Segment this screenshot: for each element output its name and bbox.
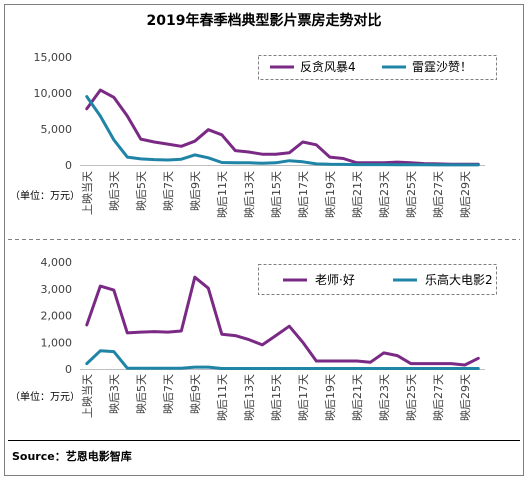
x-tick-label: 映后21天 (351, 374, 364, 421)
y-tick-label: 0 (65, 159, 72, 172)
x-tick-label: 上映当天 (80, 374, 94, 418)
y-tick-label: 2,000 (41, 310, 73, 323)
series-line-2 (85, 95, 480, 167)
x-tick-label: 映后17天 (297, 171, 310, 218)
unit-label-bottom: （单位：万元） (10, 390, 80, 403)
x-tick-label: 映后15天 (270, 171, 283, 218)
legend-label-2: 乐高大电影2 (425, 272, 493, 287)
x-tick-label: 映后23天 (378, 374, 391, 421)
x-tick-label: 映后23天 (378, 171, 391, 218)
y-tick-label: 0 (65, 363, 72, 376)
x-tick-label: 映后25天 (405, 374, 418, 421)
x-tick-label: 映后29天 (459, 171, 472, 218)
x-tick-label: 映后19天 (324, 171, 337, 218)
x-tick-label: 映后13天 (243, 374, 256, 421)
x-tick-label: 映后3天 (108, 374, 121, 414)
x-tick-label: 映后15天 (270, 374, 283, 421)
x-tick-label: 映后21天 (351, 171, 364, 218)
legend-label-2: 雷霆沙赞！ (412, 60, 472, 74)
legend-label-1: 老师·好 (315, 273, 355, 287)
x-tick-label: 映后17天 (297, 374, 310, 421)
legend-label-1: 反贪风暴4 (300, 59, 356, 74)
x-tick-label: 映后27天 (432, 171, 445, 218)
x-tick-label: 映后5天 (135, 171, 148, 211)
x-tick-label: 映后11天 (216, 374, 229, 421)
x-tick-label: 映后25天 (405, 171, 418, 218)
x-tick-label: 映后29天 (459, 374, 472, 421)
source-note: Source：艺恩电影智库 (12, 449, 132, 463)
series-line-1 (85, 88, 480, 166)
y-tick-label: 15,000 (34, 51, 73, 64)
x-tick-label: 映后9天 (189, 171, 202, 211)
x-tick-label: 上映当天 (80, 171, 94, 215)
legend-box-top (258, 55, 497, 80)
x-tick-label: 映后27天 (432, 374, 445, 421)
x-tick-label: 映后11天 (216, 171, 229, 218)
series-line-2 (85, 349, 480, 370)
top-chart: 15,000 10,000 5,000 0 上映当天 映后3天 映后5天 映后7天 映后9天 映… (10, 51, 497, 218)
series-line-1 (85, 275, 480, 367)
y-tick-label: 1,000 (41, 336, 73, 349)
y-tick-label: 10,000 (34, 87, 73, 100)
x-tick-label: 映后5天 (135, 374, 148, 414)
x-tick-label: 映后9天 (189, 374, 202, 414)
chart-title: 2019年春季档典型影片票房走势对比 (147, 12, 382, 29)
x-tick-label: 映后13天 (243, 171, 256, 218)
x-tick-label: 映后7天 (162, 171, 175, 211)
x-tick-label: 映后3天 (108, 171, 121, 211)
x-tick-label: 映后7天 (162, 374, 175, 414)
y-tick-label: 5,000 (41, 123, 73, 136)
x-tick-label: 映后19天 (324, 374, 337, 421)
bottom-chart: 4,000 3,000 2,000 1,000 0 上映当天 映后3天 映后5天 映后7天 映后… (10, 256, 497, 421)
unit-label-top: （单位：万元） (10, 189, 80, 202)
y-tick-label: 3,000 (41, 283, 73, 296)
y-tick-label: 4,000 (41, 256, 73, 269)
